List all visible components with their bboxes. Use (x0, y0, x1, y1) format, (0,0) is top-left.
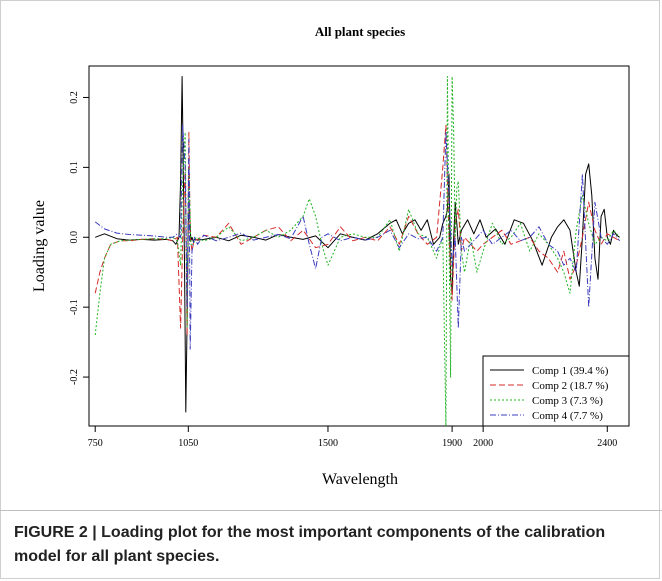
x-axis-ticks: 750 1050 1500 1900 2000 2400 (88, 426, 617, 449)
legend: Comp 1 (39.4 %) Comp 2 (18.7 %) Comp 3 (7.… (482, 355, 630, 427)
x-tick-label: 750 (88, 438, 103, 449)
series-line-comp-4 (94, 124, 621, 350)
x-axis-label: Wavelength (322, 471, 398, 488)
legend-label-comp-4: Comp 4 (7.7 %) (532, 410, 603, 422)
legend-label-comp-2: Comp 2 (18.7 %) (532, 380, 609, 392)
y-tick-label: -0.1 (69, 299, 80, 315)
legend-box (482, 355, 630, 427)
caption-divider (0, 510, 662, 511)
x-tick-label: 1500 (318, 438, 338, 449)
x-tick-label: 1900 (442, 438, 462, 449)
y-tick-label: -0.2 (69, 369, 80, 385)
x-tick-label: 2000 (473, 438, 493, 449)
series-line-comp-1 (95, 76, 620, 413)
legend-label-comp-3: Comp 3 (7.3 %) (532, 395, 603, 407)
x-tick-label: 1050 (178, 438, 198, 449)
y-axis-ticks: -0.2 -0.1 0.0 0.1 0.2 (69, 91, 89, 385)
chart-title: All plant species (315, 24, 405, 39)
y-axis-label: Loading value (31, 200, 48, 292)
figure-caption: FIGURE 2 | Loading plot for the most imp… (14, 524, 606, 565)
legend-label-comp-1: Comp 1 (39.4 %) (532, 365, 609, 377)
y-tick-label: 0.2 (69, 91, 80, 104)
y-tick-label: 0.1 (69, 161, 80, 174)
loading-plot-chart: All plant species Loading value Waveleng… (31, 24, 630, 488)
series-line-comp-2 (94, 124, 620, 336)
x-tick-label: 2400 (597, 438, 617, 449)
plot-area-frame (88, 65, 630, 427)
y-tick-label: 0.0 (69, 231, 80, 244)
series-lines (94, 76, 621, 426)
